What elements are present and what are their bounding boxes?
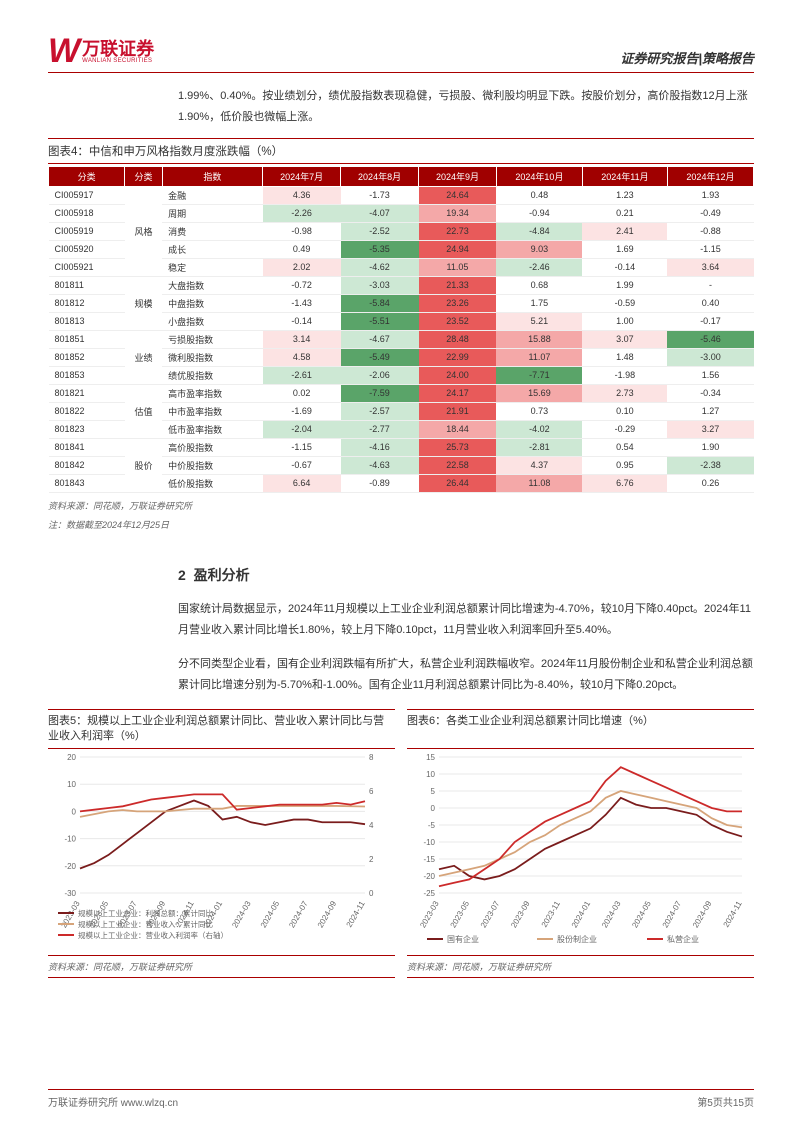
svg-text:-5: -5 xyxy=(428,821,436,830)
svg-text:股份制企业: 股份制企业 xyxy=(557,934,597,944)
table4-source: 资料来源：同花顺，万联证券研究所 xyxy=(48,499,754,512)
chart6-title: 图表6：各类工业企业利润总额累计同比增速（%） xyxy=(407,709,754,749)
svg-text:-20: -20 xyxy=(64,861,76,870)
svg-text:2024-01: 2024-01 xyxy=(570,899,593,929)
svg-text:-10: -10 xyxy=(64,834,76,843)
svg-text:2024-07: 2024-07 xyxy=(287,899,310,929)
svg-text:4: 4 xyxy=(369,821,374,830)
svg-text:规模以上工业企业：利润总额：累计同比: 规模以上工业企业：利润总额：累计同比 xyxy=(78,908,213,918)
svg-text:-15: -15 xyxy=(423,855,435,864)
table4-note: 注：数据截至2024年12月25日 xyxy=(48,518,754,531)
svg-text:10: 10 xyxy=(426,770,435,779)
logo-cn: 万联证券 xyxy=(82,40,154,58)
svg-text:规模以上工业企业：营业收入：累计同比: 规模以上工业企业：营业收入：累计同比 xyxy=(78,919,213,929)
para2: 分不同类型企业看，国有企业利润跌幅有所扩大，私营企业利润跌幅收窄。2024年11… xyxy=(178,654,754,697)
svg-text:规模以上工业企业：营业收入利润率（右轴）: 规模以上工业企业：营业收入利润率（右轴） xyxy=(78,930,228,940)
svg-text:2023-09: 2023-09 xyxy=(509,899,532,929)
svg-text:2023-05: 2023-05 xyxy=(449,899,472,929)
logo: W 万联证券 WANLIAN SECURITIES xyxy=(48,32,154,71)
chart5-title: 图表5：规模以上工业企业利润总额累计同比、营业收入累计同比与营业收入利润率（%） xyxy=(48,709,395,749)
svg-text:2024-05: 2024-05 xyxy=(259,899,282,929)
chart5-source: 资料来源：同花顺，万联证券研究所 xyxy=(48,955,395,978)
svg-text:0: 0 xyxy=(369,889,374,898)
para1: 国家统计局数据显示，2024年11月规模以上工业企业利润总额累计同比增速为-4.… xyxy=(178,599,754,642)
chart6-source: 资料来源：同花顺，万联证券研究所 xyxy=(407,955,754,978)
svg-text:2024-05: 2024-05 xyxy=(630,899,653,929)
svg-text:10: 10 xyxy=(67,780,76,789)
svg-text:5: 5 xyxy=(431,787,436,796)
svg-text:-30: -30 xyxy=(64,889,76,898)
svg-text:2024-03: 2024-03 xyxy=(230,899,253,929)
svg-text:2023-07: 2023-07 xyxy=(479,899,502,929)
svg-text:2024-07: 2024-07 xyxy=(661,899,684,929)
svg-text:2024-03: 2024-03 xyxy=(600,899,623,929)
svg-text:2024-09: 2024-09 xyxy=(316,899,339,929)
table4-title: 图表4：中信和申万风格指数月度涨跌幅（%） xyxy=(48,138,754,164)
svg-text:2024-11: 2024-11 xyxy=(345,899,367,929)
svg-text:2: 2 xyxy=(369,855,374,864)
logo-en: WANLIAN SECURITIES xyxy=(82,58,154,64)
footer-right: 第5页共15页 xyxy=(697,1094,754,1109)
footer-left: 万联证券研究所 www.wlzq.cn xyxy=(48,1094,178,1109)
svg-text:0: 0 xyxy=(431,804,436,813)
svg-text:私营企业: 私营企业 xyxy=(667,934,699,944)
svg-text:2024-09: 2024-09 xyxy=(691,899,714,929)
intro-text: 1.99%、0.40%。按业绩划分，绩优股指数表现稳健，亏损股、微利股均明显下跌… xyxy=(178,86,754,128)
footer: 万联证券研究所 www.wlzq.cn 第5页共15页 xyxy=(48,1089,754,1109)
svg-text:-20: -20 xyxy=(423,872,435,881)
section-heading: 2 盈利分析 xyxy=(178,565,754,585)
chart5-svg: -30-20-1001020024682023-032023-052023-07… xyxy=(48,749,393,949)
doc-type: 证券研究报告|策略报告 xyxy=(620,48,754,67)
logo-mark: W xyxy=(48,32,78,71)
svg-text:-25: -25 xyxy=(423,889,435,898)
chart6-svg: -25 -20 -15 -10 -5 0 5 10 15 2023-03 2023-05 2023-0… xyxy=(407,749,752,949)
svg-text:国有企业: 国有企业 xyxy=(447,934,479,944)
svg-text:15: 15 xyxy=(426,753,435,762)
svg-text:2023-03: 2023-03 xyxy=(418,899,441,929)
svg-text:20: 20 xyxy=(67,753,76,762)
style-index-table: 分类分类指数2024年7月2024年8月2024年9月2024年10月2024年… xyxy=(48,166,754,493)
svg-text:6: 6 xyxy=(369,787,374,796)
svg-text:2023-11: 2023-11 xyxy=(540,899,562,929)
svg-text:-10: -10 xyxy=(423,838,435,847)
svg-text:8: 8 xyxy=(369,753,374,762)
svg-text:0: 0 xyxy=(72,807,77,816)
svg-text:2024-11: 2024-11 xyxy=(722,899,744,929)
